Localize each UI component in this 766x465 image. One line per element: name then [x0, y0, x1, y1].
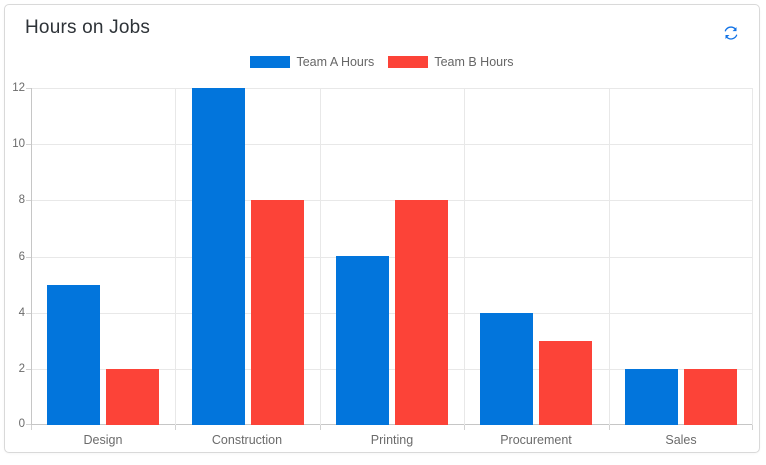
x-tick-label: Procurement: [500, 433, 572, 447]
legend-swatch: [250, 56, 291, 68]
y-tick-label: 4: [18, 307, 25, 319]
y-tick-mark: [26, 257, 31, 258]
y-tick-mark: [26, 200, 31, 201]
bar-design-team-b[interactable]: [106, 369, 159, 425]
y-tick-label: 8: [18, 194, 25, 206]
y-tick-label: 12: [12, 82, 25, 94]
gridline-h: [31, 257, 753, 258]
bar-procurement-team-b[interactable]: [539, 341, 592, 425]
gridline-v: [609, 88, 610, 425]
plot-area: [26, 88, 753, 430]
bar-sales-team-b[interactable]: [684, 369, 737, 425]
y-tick-mark: [26, 88, 31, 89]
gridline-h: [31, 144, 753, 145]
y-axis-line: [31, 88, 32, 425]
bar-construction-team-b[interactable]: [251, 200, 304, 425]
x-tick-mark: [320, 425, 321, 430]
gridline-v: [464, 88, 465, 425]
bar-procurement-team-a[interactable]: [480, 313, 533, 425]
x-tick-mark: [175, 425, 176, 430]
x-tick-label: Sales: [665, 433, 697, 447]
gridline-v: [320, 88, 321, 425]
x-tick-mark: [464, 425, 465, 430]
chart-legend: Team A Hours Team B Hours: [5, 55, 759, 69]
y-axis-labels: 0 2 4 6 8 10 12: [5, 82, 25, 430]
y-tick-label: 0: [18, 418, 25, 430]
y-tick-label: 6: [18, 251, 25, 263]
legend-swatch: [388, 56, 429, 68]
x-axis-line: [31, 424, 753, 425]
legend-item-team-b-hours[interactable]: Team B Hours: [388, 55, 514, 69]
refresh-button[interactable]: [719, 21, 743, 45]
gridline-v: [752, 88, 753, 425]
x-tick-mark: [31, 425, 32, 430]
gridline-h: [31, 369, 753, 370]
x-tick-label: Construction: [211, 433, 283, 447]
bar-design-team-a[interactable]: [47, 285, 100, 425]
legend-label: Team B Hours: [434, 55, 514, 69]
hours-on-jobs-card: Hours on Jobs Team A Hours Team B Hours 0…: [4, 4, 760, 453]
y-tick-label: 2: [18, 363, 25, 375]
x-tick-mark: [752, 425, 753, 430]
gridline-v: [175, 88, 176, 425]
x-axis-labels: Design Construction Printing Procurement Sal…: [31, 433, 753, 451]
bar-sales-team-a[interactable]: [625, 369, 678, 425]
x-tick-label: Design: [83, 433, 123, 447]
x-tick-mark: [609, 425, 610, 430]
y-tick-mark: [26, 144, 31, 145]
gridline-h: [31, 313, 753, 314]
bar-printing-team-b[interactable]: [395, 200, 448, 425]
y-tick-label: 10: [12, 138, 25, 150]
y-tick-mark: [26, 313, 31, 314]
legend-item-team-a-hours[interactable]: Team A Hours: [250, 55, 374, 69]
legend-label: Team A Hours: [296, 55, 375, 69]
bar-construction-team-a[interactable]: [192, 88, 245, 425]
page-title: Hours on Jobs: [25, 17, 151, 38]
y-tick-mark: [26, 369, 31, 370]
refresh-icon: [724, 26, 738, 40]
x-tick-label: Printing: [370, 433, 414, 447]
bar-printing-team-a[interactable]: [336, 256, 389, 425]
gridline-h: [31, 88, 753, 89]
y-tick-mark: [26, 424, 31, 425]
gridline-h: [31, 200, 753, 201]
